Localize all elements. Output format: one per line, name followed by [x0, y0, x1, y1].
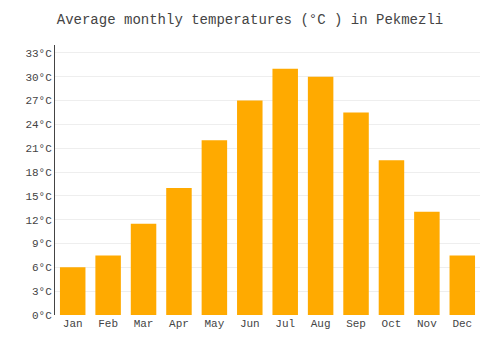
svg-text:Apr: Apr [169, 318, 189, 330]
svg-text:Oct: Oct [382, 318, 402, 330]
svg-text:Sep: Sep [346, 318, 366, 330]
svg-text:Mar: Mar [134, 318, 154, 330]
svg-text:May: May [204, 318, 224, 330]
svg-text:Dec: Dec [452, 318, 472, 330]
svg-text:15°C: 15°C [25, 191, 52, 203]
svg-text:18°C: 18°C [25, 167, 52, 179]
svg-text:Average monthly temperatures (: Average monthly temperatures (°C ) in Pe… [57, 12, 443, 28]
svg-text:Aug: Aug [311, 318, 331, 330]
svg-text:33°C: 33°C [25, 48, 52, 60]
svg-text:12°C: 12°C [25, 215, 52, 227]
svg-text:21°C: 21°C [25, 143, 52, 155]
svg-text:0°C: 0°C [32, 310, 52, 322]
svg-text:3°C: 3°C [32, 286, 52, 298]
svg-text:6°C: 6°C [32, 262, 52, 274]
svg-text:Jun: Jun [240, 318, 260, 330]
svg-text:Feb: Feb [98, 318, 118, 330]
svg-text:Jan: Jan [63, 318, 83, 330]
svg-text:24°C: 24°C [25, 119, 52, 131]
svg-text:Nov: Nov [417, 318, 437, 330]
svg-text:27°C: 27°C [25, 95, 52, 107]
svg-text:30°C: 30°C [25, 72, 52, 84]
svg-text:9°C: 9°C [32, 238, 52, 250]
svg-text:Jul: Jul [275, 318, 295, 330]
